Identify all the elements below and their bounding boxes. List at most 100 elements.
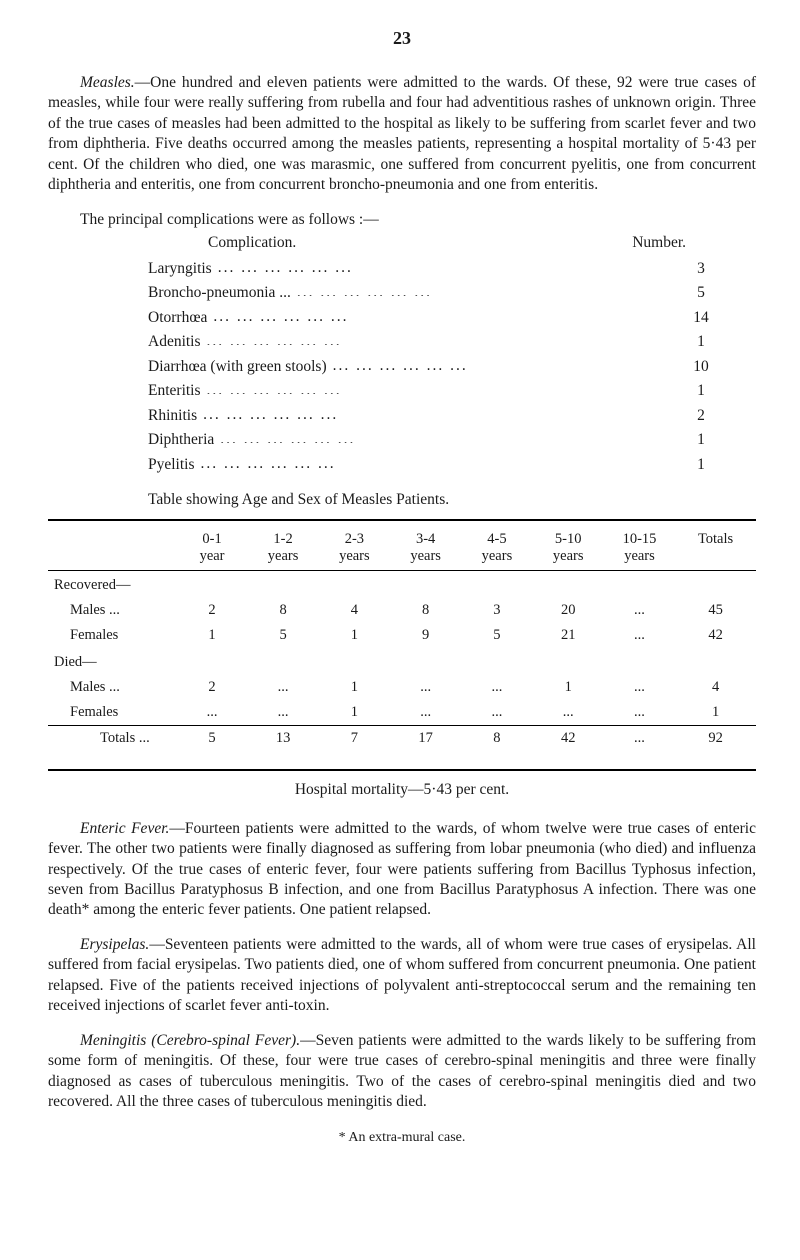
leader-dots	[333, 354, 640, 371]
table-column-header: 10-15years	[604, 527, 675, 570]
leader-dots	[297, 281, 640, 298]
complication-name: Enteritis	[148, 379, 201, 403]
table-cell: 8	[390, 598, 461, 623]
table-cell: ...	[390, 675, 461, 700]
table-cell: ...	[533, 700, 604, 725]
table-column-header: 1-2years	[247, 527, 318, 570]
run-in-enteric: Enteric Fever.	[80, 820, 169, 837]
table-cell: 21	[533, 623, 604, 648]
complication-name: Adenitis	[148, 330, 201, 354]
table-row: Females1519521...42	[48, 623, 756, 648]
leader-dots	[203, 403, 640, 420]
table-cell: 4	[319, 598, 390, 623]
table-cell: ...	[247, 700, 318, 725]
complication-row: Adenitis 1	[48, 330, 756, 355]
leader-dots	[201, 452, 640, 469]
complication-number: 14	[646, 306, 756, 330]
text-erysipelas: —Seventeen patients were admitted to the…	[48, 936, 756, 1014]
table-section-title: Died—	[48, 648, 756, 675]
complication-name: Rhinitis	[148, 404, 197, 428]
table-row: Males ...2...1......1...4	[48, 675, 756, 700]
table-cell: 9	[390, 623, 461, 648]
table-cell: 5	[247, 623, 318, 648]
table-cell: 92	[675, 726, 756, 751]
hospital-mortality: Hospital mortality—5·43 per cent.	[48, 781, 756, 799]
complication-number: 5	[646, 281, 756, 305]
complication-header: Complication. Number.	[48, 234, 756, 252]
complication-number: 2	[646, 404, 756, 428]
table-cell: 5	[461, 623, 532, 648]
complication-name: Otorrhœa	[148, 306, 207, 330]
run-in-meningitis-paren: (Cerebro-spinal Fever).	[146, 1032, 300, 1049]
run-in-measles: Measles.	[80, 74, 135, 91]
paragraph-measles: Measles.—One hundred and eleven patients…	[48, 73, 756, 196]
paragraph-meningitis: Meningitis (Cerebro-spinal Fever).—Seven…	[48, 1031, 756, 1113]
table-cell: 4	[675, 675, 756, 700]
complication-list: Complication. Number. Laryngitis3Broncho…	[48, 234, 756, 477]
table-column-header	[48, 527, 177, 570]
table-cell: 2	[177, 598, 248, 623]
footnote: * An extra-mural case.	[48, 1130, 756, 1146]
table-cell: ...	[604, 623, 675, 648]
table-cell: 7	[319, 726, 390, 751]
table-column-header: 3-4years	[390, 527, 461, 570]
complication-number: 1	[646, 428, 756, 452]
table-cell: 8	[461, 726, 532, 751]
rule-bottom-heavy	[48, 769, 756, 771]
table-cell: 1	[177, 623, 248, 648]
run-in-erysipelas: Erysipelas.	[80, 936, 149, 953]
table-cell: 1	[675, 700, 756, 725]
row-label: Males ...	[48, 598, 177, 623]
table-row: Males ...2848320...45	[48, 598, 756, 623]
table-cell: 1	[319, 700, 390, 725]
table-cell: ...	[247, 675, 318, 700]
complication-number: 3	[646, 257, 756, 281]
table-caption: Table showing Age and Sex of Measles Pat…	[48, 491, 756, 509]
table-cell: 2	[177, 675, 248, 700]
table-cell: ...	[461, 700, 532, 725]
table-cell: ...	[604, 700, 675, 725]
complication-row: Pyelitis1	[48, 452, 756, 477]
table-header-row: 0-1year1-2years2-3years3-4years4-5years5…	[48, 527, 756, 570]
complication-name: Diarrhœa (with green stools)	[148, 355, 327, 379]
leader-dots	[220, 428, 640, 445]
table-cell: ...	[177, 700, 248, 725]
comp-header-right: Number.	[632, 234, 686, 252]
complication-name: Diphtheria	[148, 428, 214, 452]
complication-name: Broncho-pneumonia ...	[148, 281, 291, 305]
table-cell: ...	[390, 700, 461, 725]
table-section-title: Recovered—	[48, 571, 756, 598]
complication-row: Laryngitis3	[48, 256, 756, 281]
complication-row: Enteritis 1	[48, 379, 756, 404]
table-cell: ...	[604, 675, 675, 700]
row-label: Males ...	[48, 675, 177, 700]
table-column-header: Totals	[675, 527, 756, 570]
complication-number: 1	[646, 330, 756, 354]
leader-dots	[207, 330, 640, 347]
table-cell: 42	[675, 623, 756, 648]
run-in-meningitis: Meningitis	[80, 1032, 146, 1049]
table-cell: ...	[461, 675, 532, 700]
complication-number: 1	[646, 379, 756, 403]
table-row: Females......1............1	[48, 700, 756, 725]
table-column-header: 0-1year	[177, 527, 248, 570]
table-column-header: 5-10years	[533, 527, 604, 570]
paragraph-erysipelas: Erysipelas.—Seventeen patients were admi…	[48, 935, 756, 1017]
table-cell: 45	[675, 598, 756, 623]
table-totals-row: Totals ...513717842...92	[48, 726, 756, 751]
complication-row: Otorrhœa 14	[48, 305, 756, 330]
totals-label: Totals ...	[48, 726, 177, 751]
comp-header-left: Complication.	[208, 234, 296, 252]
complication-name: Pyelitis	[148, 453, 195, 477]
paragraph-enteric: Enteric Fever.—Fourteen patients were ad…	[48, 819, 756, 921]
table-column-header: 4-5years	[461, 527, 532, 570]
table-cell: 3	[461, 598, 532, 623]
table-cell: 20	[533, 598, 604, 623]
table-cell: 8	[247, 598, 318, 623]
complication-row: Diarrhœa (with green stools)10	[48, 354, 756, 379]
age-sex-table: 0-1year1-2years2-3years3-4years4-5years5…	[48, 527, 756, 751]
table-cell: 17	[390, 726, 461, 751]
table-cell: 5	[177, 726, 248, 751]
table-cell: ...	[604, 598, 675, 623]
table-cell: 13	[247, 726, 318, 751]
